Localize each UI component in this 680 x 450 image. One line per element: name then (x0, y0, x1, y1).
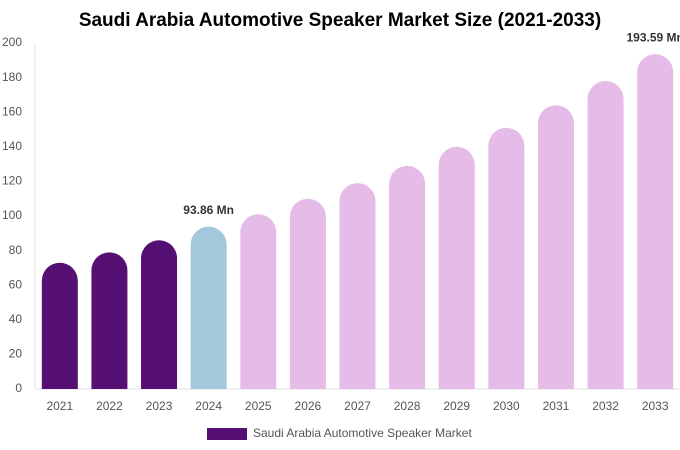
x-tick-label: 2022 (96, 399, 123, 413)
bar (240, 214, 277, 389)
y-tick-label: 40 (9, 312, 23, 326)
y-tick-label: 60 (9, 277, 23, 291)
bar (190, 226, 227, 389)
x-tick-label: 2021 (46, 399, 73, 413)
x-tick-label: 2023 (146, 399, 173, 413)
legend-label: Saudi Arabia Automotive Speaker Market (253, 426, 472, 440)
bar (41, 262, 78, 389)
bar (339, 183, 376, 389)
chart-title: Saudi Arabia Automotive Speaker Market S… (79, 10, 601, 31)
y-tick-label: 140 (2, 139, 22, 153)
x-tick-label: 2027 (344, 399, 371, 413)
bar (141, 240, 178, 389)
y-tick-label: 80 (9, 243, 23, 257)
bar (587, 81, 624, 389)
x-tick-label: 2025 (245, 399, 272, 413)
x-tick-label: 2028 (394, 399, 421, 413)
x-tick-label: 2024 (195, 399, 222, 413)
x-tick-label: 2031 (543, 399, 570, 413)
x-tick-label: 2030 (493, 399, 520, 413)
bar (537, 105, 574, 389)
legend-swatch (207, 428, 247, 440)
bar (637, 54, 674, 390)
bar (488, 127, 525, 389)
y-tick-label: 160 (2, 104, 22, 118)
y-tick-label: 100 (2, 208, 22, 222)
y-tick-label: 0 (15, 381, 22, 395)
bar (438, 146, 475, 389)
y-tick-label: 200 (2, 35, 22, 49)
data-label: 93.86 Mn (183, 203, 234, 217)
data-label: 193.59 Mn (627, 30, 680, 44)
x-tick-label: 2032 (592, 399, 619, 413)
bar (289, 198, 326, 389)
x-tick-label: 2033 (642, 399, 669, 413)
bar (389, 165, 426, 389)
y-tick-label: 120 (2, 174, 22, 188)
x-tick-label: 2026 (295, 399, 322, 413)
y-tick-label: 20 (9, 347, 23, 361)
x-tick-label: 2029 (443, 399, 470, 413)
y-tick-label: 180 (2, 70, 22, 84)
bar (91, 252, 128, 389)
